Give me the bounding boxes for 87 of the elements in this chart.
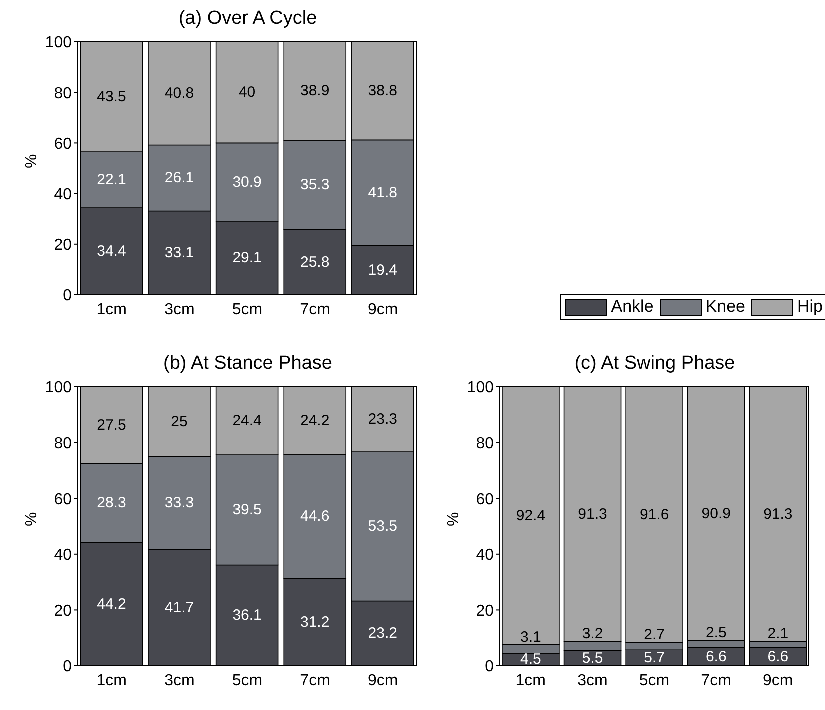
x-tick-label: 7cm <box>300 301 330 318</box>
data-label: 40.8 <box>164 85 194 102</box>
data-label: 3.2 <box>582 626 604 643</box>
data-label: 2.7 <box>644 626 665 644</box>
data-label: 38.8 <box>368 82 398 100</box>
data-label: 2.1 <box>768 626 789 643</box>
data-label: 23.2 <box>368 625 398 642</box>
y-tick-label: 100 <box>45 380 72 397</box>
x-tick-label: 9cm <box>762 672 794 690</box>
data-label: 41.8 <box>368 184 398 202</box>
data-label: 6.6 <box>706 648 727 666</box>
chart-title: (c) At Swing Phase <box>574 353 736 376</box>
data-label: 92.4 <box>516 507 546 524</box>
y-tick-label: 100 <box>45 34 72 52</box>
data-label: 25 <box>171 413 188 430</box>
data-label: 91.3 <box>578 506 608 523</box>
x-tick-label: 5cm <box>232 672 263 690</box>
data-label: 33.3 <box>164 494 194 512</box>
data-label: 38.9 <box>300 82 330 100</box>
data-label: 22.1 <box>97 172 126 189</box>
data-label: 34.4 <box>97 242 126 260</box>
legend-label: Ankle <box>611 297 654 317</box>
y-tick-label: 60 <box>476 491 494 508</box>
x-tick-label: 5cm <box>639 672 670 690</box>
data-label: 24.2 <box>300 412 330 430</box>
y-tick-label: 100 <box>467 380 494 397</box>
y-tick-label: 20 <box>54 237 72 254</box>
y-tick-label: 60 <box>54 491 72 508</box>
data-label: 25.8 <box>300 254 330 271</box>
y-tick-label: 80 <box>54 85 72 102</box>
x-tick-label: 3cm <box>164 301 195 318</box>
y-axis-title: % <box>24 512 41 526</box>
x-tick-label: 9cm <box>368 672 398 690</box>
data-label: 39.5 <box>232 502 262 519</box>
data-label: 30.9 <box>232 174 262 191</box>
legend-label: Knee <box>706 297 746 317</box>
y-tick-label: 60 <box>54 136 72 153</box>
x-tick-label: 1cm <box>516 672 546 690</box>
y-tick-label: 40 <box>476 547 494 564</box>
x-tick-label: 1cm <box>96 301 128 318</box>
data-label: 35.3 <box>300 176 330 194</box>
data-label: 6.6 <box>768 648 789 666</box>
data-label: 90.9 <box>702 505 731 522</box>
y-tick-label: 80 <box>476 435 494 452</box>
data-label: 26.1 <box>164 170 194 187</box>
chart-title: (a) Over A Cycle <box>178 8 318 31</box>
data-label: 28.3 <box>97 494 126 512</box>
x-tick-label: 7cm <box>701 672 732 690</box>
x-tick-label: 3cm <box>164 672 195 690</box>
data-label: 3.1 <box>520 628 542 646</box>
y-tick-label: 20 <box>476 602 494 620</box>
data-label: 91.3 <box>764 506 793 523</box>
y-axis-title: % <box>24 154 41 168</box>
data-label: 23.3 <box>368 411 398 428</box>
data-label: 31.2 <box>300 614 330 631</box>
y-tick-label: 40 <box>54 186 72 204</box>
x-tick-label: 5cm <box>232 301 263 318</box>
data-label: 43.5 <box>97 88 126 106</box>
chart-title: (b) At Stance Phase <box>162 353 334 376</box>
x-tick-label: 7cm <box>300 672 330 690</box>
data-label: 40 <box>238 84 256 102</box>
x-tick-label: 1cm <box>96 672 128 690</box>
y-tick-label: 0 <box>63 288 72 305</box>
y-tick-label: 0 <box>63 658 72 676</box>
y-tick-label: 40 <box>54 547 72 564</box>
x-tick-label: 3cm <box>578 672 608 690</box>
data-label: 33.1 <box>164 244 194 262</box>
data-label: 29.1 <box>232 250 262 267</box>
data-label: 36.1 <box>232 607 262 624</box>
y-tick-label: 0 <box>485 658 494 676</box>
data-label: 4.5 <box>520 651 542 668</box>
data-label: 53.5 <box>368 518 398 536</box>
y-tick-label: 20 <box>54 602 72 620</box>
x-tick-label: 9cm <box>368 301 398 318</box>
data-label: 2.5 <box>706 624 727 642</box>
data-label: 41.7 <box>164 599 194 616</box>
y-tick-label: 80 <box>54 435 72 452</box>
data-label: 91.6 <box>640 506 670 524</box>
legend-label: Hip <box>797 297 823 317</box>
data-label: 5.7 <box>644 650 665 667</box>
data-label: 5.5 <box>582 650 604 667</box>
data-label: 19.4 <box>368 262 398 279</box>
data-label: 44.2 <box>97 596 126 613</box>
data-label: 27.5 <box>97 416 126 434</box>
data-label: 44.6 <box>300 508 330 526</box>
y-axis-title: % <box>446 512 463 526</box>
data-label: 24.4 <box>232 412 262 430</box>
